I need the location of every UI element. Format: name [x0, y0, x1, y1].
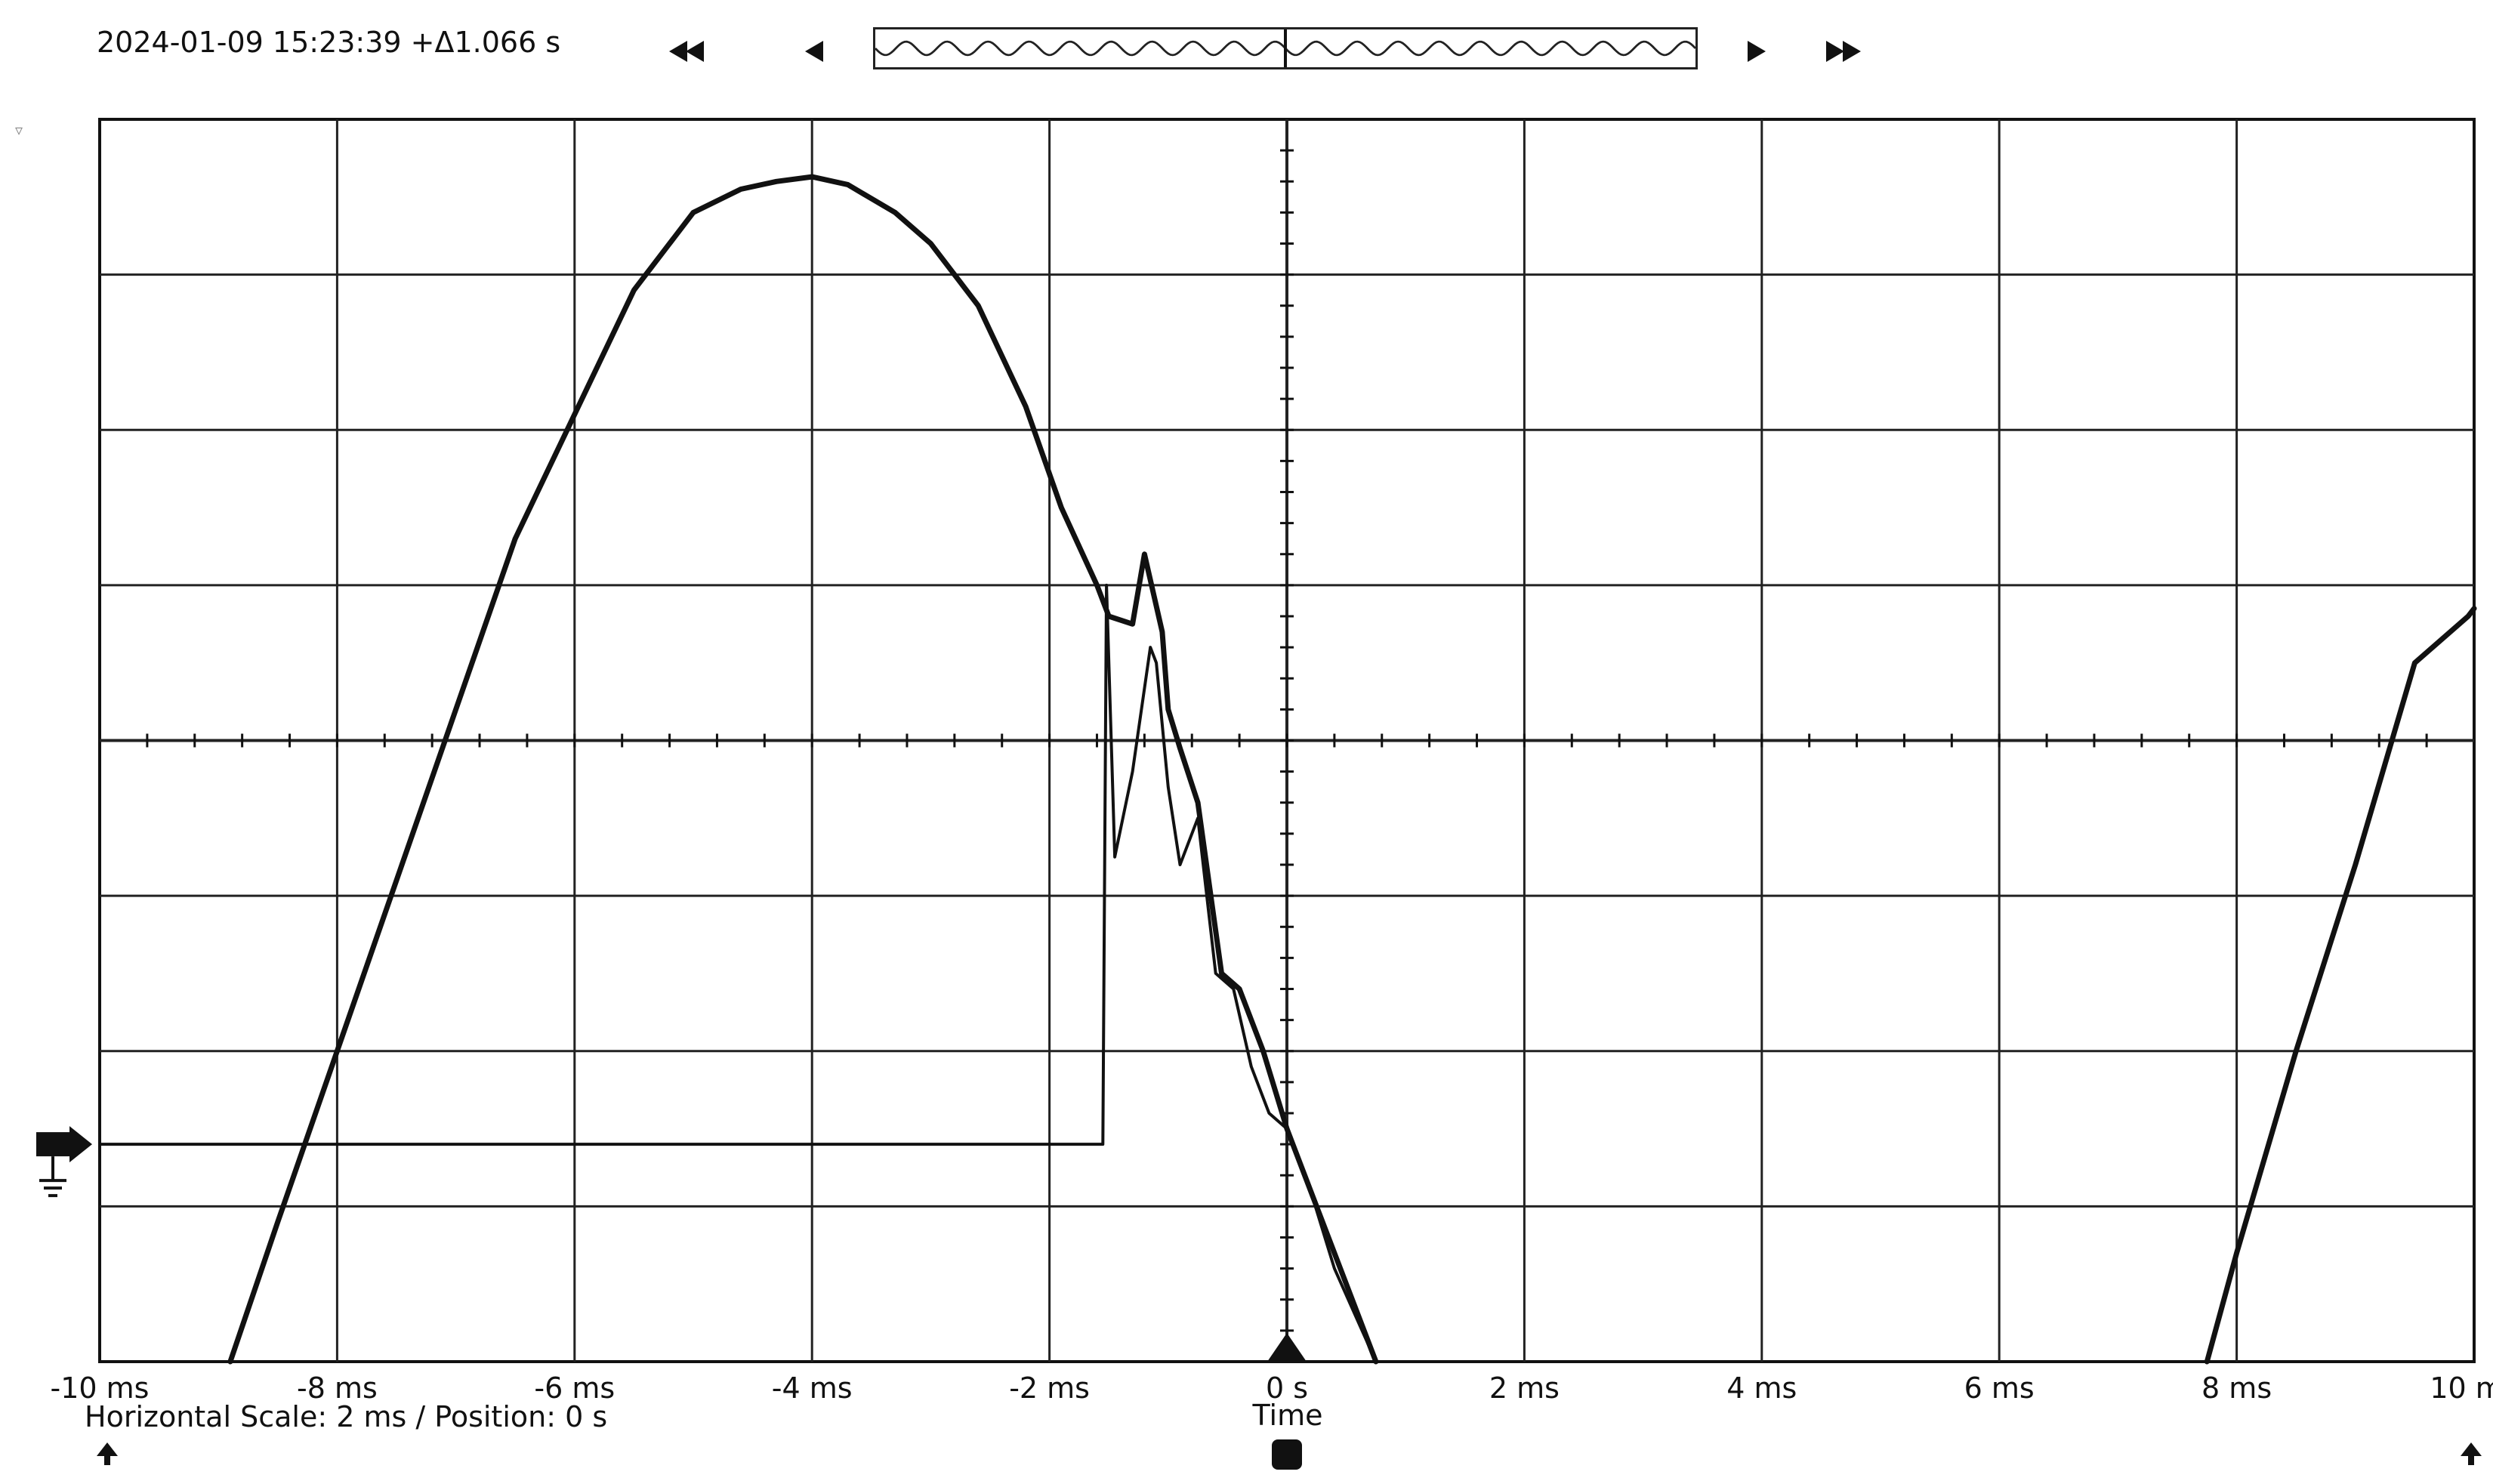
x-tick-label: 0 s: [1266, 1371, 1308, 1405]
x-axis-title: Time: [1252, 1399, 1323, 1432]
step-forward-icon[interactable]: [1728, 30, 1781, 73]
x-tick-label: 6 ms: [1964, 1371, 2035, 1405]
timestamp-readout: 2024-01-09 15:23:39 +Δ1.066 s: [97, 26, 561, 59]
horizontal-scale-readout: Horizontal Scale: 2 ms / Position: 0 s: [85, 1400, 608, 1433]
x-tick-label: 4 ms: [1726, 1371, 1797, 1405]
x-tick-label: -2 ms: [1009, 1371, 1090, 1405]
x-tick-label: -8 ms: [297, 1371, 378, 1405]
right-edge-arrow-icon: [2461, 1442, 2482, 1465]
step-back-icon[interactable]: [790, 30, 843, 73]
x-tick-label: 2 ms: [1489, 1371, 1560, 1405]
ground-marker-icon: [36, 1126, 92, 1163]
trigger-handle-icon: [1272, 1439, 1302, 1470]
vertical-scale-marker: ▿: [15, 121, 23, 139]
x-tick-label: 8 ms: [2201, 1371, 2272, 1405]
rewind-icon[interactable]: [665, 30, 717, 73]
x-tick-label: 10 ms: [2430, 1371, 2493, 1405]
fast-forward-icon[interactable]: [1813, 30, 1865, 73]
markers: [36, 1126, 2482, 1470]
left-edge-arrow-icon: [97, 1442, 118, 1465]
x-tick-labels: -10 ms -8 ms -6 ms -4 ms -2 ms 0 s 2 ms 4 ms 6 m…: [51, 1371, 2493, 1405]
x-tick-label: -6 ms: [534, 1371, 615, 1405]
waveform-traces: [98, 174, 2477, 1365]
x-tick-label: -10 ms: [51, 1371, 150, 1405]
trace-3: [2204, 606, 2477, 1365]
waveform-overview-bar[interactable]: [873, 27, 1698, 69]
axis-ticks: [146, 149, 2428, 1332]
trace-2: [98, 583, 1378, 1363]
trigger-position-icon: [1267, 1333, 1307, 1362]
trace-1: [227, 174, 1379, 1365]
x-tick-label: -4 ms: [772, 1371, 853, 1405]
